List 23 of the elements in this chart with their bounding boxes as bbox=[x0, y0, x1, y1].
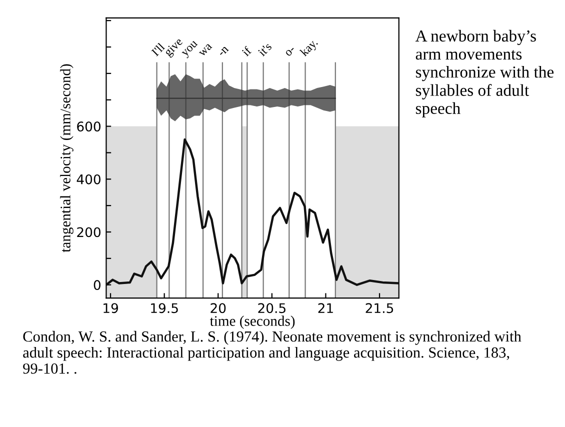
x-tick-label: 21.5 bbox=[366, 303, 394, 314]
ref-line-label: kay. bbox=[299, 38, 320, 58]
ref-line-label: I'll bbox=[150, 42, 166, 57]
ref-line-label: it's bbox=[258, 42, 272, 57]
x-tick-label: 21 bbox=[318, 303, 333, 313]
ref-line-label: -n bbox=[218, 46, 229, 56]
y-tick-label: 0 bbox=[94, 280, 100, 290]
y-tick-label: 600 bbox=[77, 122, 100, 132]
x-tick-label: 20.5 bbox=[258, 303, 286, 314]
text: Condon, W. S. and Sander, L. S. (1974). Neonate movement is synchronized with adult speech: Interactional participation and language acquisition. Science, 183, 99-101. . bbox=[23, 330, 522, 374]
x-axis-title: time (seconds) bbox=[210, 316, 295, 329]
y-tick-label: 200 bbox=[77, 227, 100, 238]
text: A newborn baby’s arm movements synchronize with the syllables of adult speech bbox=[415, 30, 554, 118]
ref-line-label: if bbox=[241, 46, 252, 57]
x-tick-label: 20 bbox=[210, 303, 226, 314]
y-axis-title: tangential velocity (mm/second) bbox=[60, 64, 74, 252]
line-series bbox=[106, 138, 399, 286]
ref-line-label: wa bbox=[198, 43, 212, 57]
x-tick-label: 19 bbox=[104, 303, 118, 314]
y-tick-label: 400 bbox=[76, 174, 100, 184]
ref-line-label: o- bbox=[285, 46, 296, 57]
ref-line-label: you bbox=[182, 40, 200, 58]
x-tick-label: 19.5 bbox=[151, 303, 178, 314]
